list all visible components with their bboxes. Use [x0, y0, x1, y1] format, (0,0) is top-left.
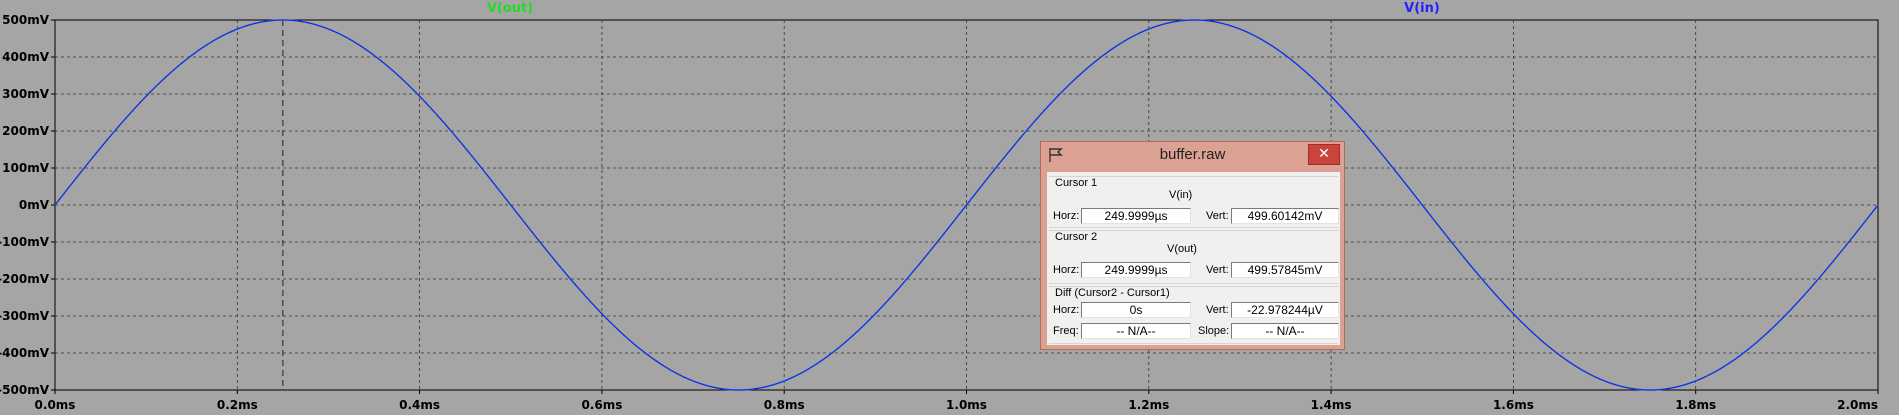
x-tick-label: 0.2ms [217, 398, 258, 412]
diff-vert-field[interactable]: -22.978244µV [1231, 302, 1339, 318]
cursor2-vert-label: Vert: [1206, 264, 1229, 276]
y-tick-label: -200mV [0, 272, 50, 286]
y-tick-label: 100mV [2, 161, 50, 175]
cursor2-group: Cursor 2 V(out) Horz: 249.9999µs Vert: 4… [1049, 230, 1339, 284]
diff-label: Diff (Cursor2 - Cursor1) [1055, 287, 1170, 299]
x-tick-label: 1.6ms [1493, 398, 1534, 412]
x-tick-label: 1.0ms [946, 398, 987, 412]
x-tick-label: 1.2ms [1128, 398, 1169, 412]
diff-horz-label: Horz: [1053, 304, 1080, 316]
cursor1-vert-field[interactable]: 499.60142mV [1231, 208, 1339, 224]
cursor2-vert-field[interactable]: 499.57845mV [1231, 262, 1339, 278]
x-tick-label: 0.0ms [35, 398, 76, 412]
x-tick-label: 2.0ms [1837, 398, 1878, 412]
slope-label: Slope: [1198, 325, 1230, 337]
y-axis-ticks: 500mV 400mV 300mV 200mV 100mV 0mV -100mV -200mV… [0, 13, 55, 397]
cursor1-label: Cursor 1 [1055, 177, 1098, 189]
x-tick-label: 0.4ms [399, 398, 440, 412]
diff-horz-field[interactable]: 0s [1081, 302, 1191, 318]
x-tick-label: 0.6ms [581, 398, 622, 412]
cursor2-horz-field[interactable]: 249.9999µs [1081, 262, 1191, 278]
y-tick-label: 0mV [19, 198, 50, 212]
cursor2-label: Cursor 2 [1055, 231, 1098, 243]
window-title: buffer.raw [1159, 146, 1226, 163]
y-tick-label: 500mV [2, 13, 50, 27]
cursor1-vert-label: Vert: [1206, 210, 1229, 222]
slope-field[interactable]: -- N/A-- [1231, 323, 1339, 339]
diff-group: Diff (Cursor2 - Cursor1) Horz: 0s Vert: … [1049, 286, 1339, 344]
trace-label-vin[interactable]: V(in) [1404, 1, 1440, 16]
y-tick-label: 400mV [2, 50, 50, 64]
flag-icon [1049, 148, 1063, 162]
cursor2-horz-label: Horz: [1053, 264, 1080, 276]
y-tick-label: 200mV [2, 124, 50, 138]
close-button[interactable]: ✕ [1308, 144, 1340, 165]
trace-vin[interactable] [54, 19, 1879, 391]
freq-label: Freq: [1053, 325, 1079, 337]
cursor-readout-window[interactable]: buffer.raw ✕ Cursor 1 V(in) Horz: 249.99… [1040, 141, 1345, 350]
y-tick-label: -300mV [0, 309, 50, 323]
cursor1-trace: V(in) [1169, 189, 1193, 201]
readout-panel: Cursor 1 V(in) Horz: 249.9999µs Vert: 49… [1047, 172, 1340, 345]
x-axis-ticks: 0.0ms 0.2ms 0.4ms 0.6ms 0.8ms 1.0ms 1.2ms 1.4ms… [35, 390, 1879, 412]
y-tick-label: 300mV [2, 87, 50, 101]
cursor1-group: Cursor 1 V(in) Horz: 249.9999µs Vert: 49… [1049, 176, 1339, 228]
y-tick-label: -100mV [0, 235, 50, 249]
trace-label-vout[interactable]: V(out) [487, 1, 533, 16]
diff-vert-label: Vert: [1206, 304, 1229, 316]
cursor2-trace: V(out) [1167, 243, 1197, 255]
x-tick-label: 0.8ms [764, 398, 805, 412]
cursor1-horz-label: Horz: [1053, 210, 1080, 222]
y-tick-label: -500mV [0, 383, 50, 397]
y-tick-label: -400mV [0, 346, 50, 360]
freq-field[interactable]: -- N/A-- [1081, 323, 1191, 339]
x-tick-label: 1.4ms [1311, 398, 1352, 412]
cursor1-horz-field[interactable]: 249.9999µs [1081, 208, 1191, 224]
x-tick-label: 1.8ms [1675, 398, 1716, 412]
